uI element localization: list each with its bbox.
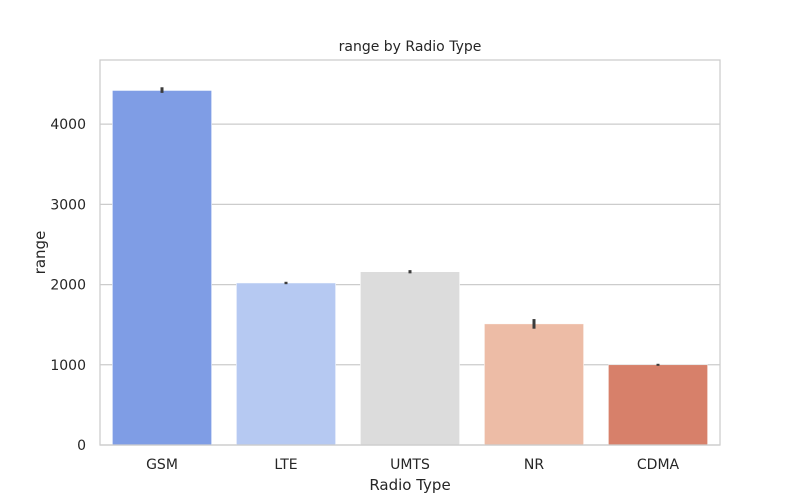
- plot-frame: [99, 59, 721, 446]
- y-axis-label: range: [31, 231, 49, 275]
- y-tick-label: 1000: [50, 358, 86, 374]
- chart-title: range by Radio Type: [339, 39, 482, 55]
- x-axis-label: Radio Type: [369, 476, 450, 494]
- error-bars: [160, 87, 660, 366]
- y-tick-labels: 0 1000 2000 3000 4000: [50, 117, 86, 454]
- y-tick-label: 0: [77, 438, 86, 454]
- bar: [236, 282, 336, 446]
- x-tick-label: GSM: [146, 457, 178, 473]
- y-tick-label: 3000: [50, 197, 86, 213]
- x-tick-label: LTE: [274, 457, 297, 473]
- y-tick-label: 4000: [50, 117, 86, 133]
- x-tick-labels: GSM LTE UMTS NR CDMA: [146, 457, 679, 473]
- bars: [112, 90, 708, 446]
- x-tick-label: CDMA: [637, 457, 680, 473]
- bar: [484, 323, 584, 446]
- bar: [360, 271, 460, 446]
- x-tick-label: UMTS: [390, 457, 430, 473]
- bar: [608, 364, 708, 446]
- y-tick-label: 2000: [50, 278, 86, 294]
- bar: [112, 90, 212, 446]
- x-tick-label: NR: [524, 457, 544, 473]
